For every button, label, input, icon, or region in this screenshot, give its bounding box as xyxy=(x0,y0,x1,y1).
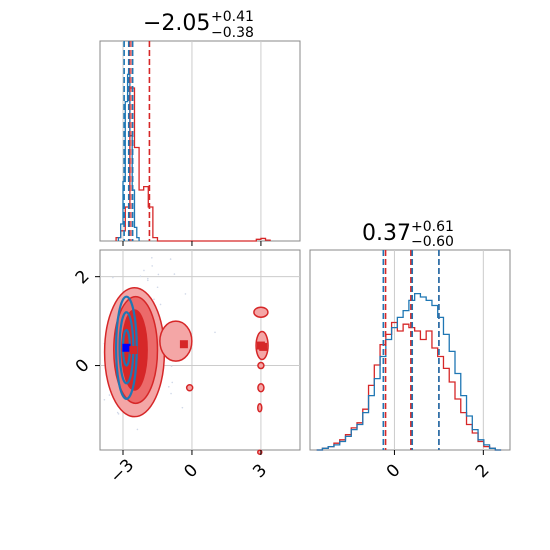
quantile-layer xyxy=(123,41,440,450)
title-y: 0.37 +0.61 −0.60 xyxy=(362,219,454,250)
scatter-point xyxy=(117,413,120,415)
title-y-sup: +0.61 xyxy=(411,219,454,235)
scatter-point xyxy=(157,273,160,276)
scatter-point xyxy=(170,365,173,367)
histogram-step xyxy=(316,292,502,451)
red-point-4 xyxy=(259,342,268,351)
histogram-step xyxy=(117,73,140,241)
scatter-point xyxy=(151,257,153,259)
red-contour-blob xyxy=(257,383,265,393)
scatter-point xyxy=(159,303,162,306)
scatter-point xyxy=(170,392,172,395)
title-x-main: −2.05 xyxy=(143,11,210,36)
x-tick-label: 3 xyxy=(249,460,271,482)
scatter-point xyxy=(214,331,216,334)
histogram-step xyxy=(115,87,271,242)
title-x-sup: +0.41 xyxy=(211,9,254,25)
red-contour-blob xyxy=(185,384,194,392)
red-contour-blob xyxy=(253,306,269,318)
scatter-point xyxy=(169,258,172,260)
scatter-point xyxy=(147,277,149,280)
title-x: −2.05 +0.41 −0.38 xyxy=(143,9,254,41)
red-point-2 xyxy=(179,340,188,349)
scatter-point xyxy=(108,394,111,396)
title-y-main: 0.37 xyxy=(362,221,411,246)
y-tick-label: 2 xyxy=(72,266,94,288)
red-point-1 xyxy=(129,346,138,354)
scatter-point xyxy=(168,386,170,388)
marginal-y-panel xyxy=(309,249,511,451)
scatter-point xyxy=(139,275,142,278)
scatter-point xyxy=(173,273,176,275)
scatter-point xyxy=(151,265,153,267)
scatter-point xyxy=(136,428,139,431)
red-contour-side xyxy=(159,320,193,362)
scatter-point xyxy=(171,381,174,384)
marginal-y-frame xyxy=(309,249,511,451)
scatter-point xyxy=(116,411,119,414)
x-tick-label: 0 xyxy=(180,460,202,482)
scatter-point xyxy=(181,406,184,409)
histogram-step xyxy=(316,321,502,451)
red-contour-blob xyxy=(257,361,265,370)
scatter-point xyxy=(103,398,106,401)
red-contour-blob xyxy=(257,403,263,413)
scatter-point xyxy=(156,286,159,289)
title-y-sub: −0.60 xyxy=(411,234,454,250)
y-tick-label: 0 xyxy=(72,355,94,377)
x-tick-label: −3 xyxy=(106,455,138,487)
title-x-sub: −0.38 xyxy=(211,25,254,41)
blue-point xyxy=(122,343,131,352)
scatter-point xyxy=(153,298,155,301)
scatter-point xyxy=(147,279,149,282)
scatter-point xyxy=(112,276,114,279)
x-tick-label-right: 0 xyxy=(383,460,405,482)
joint-layer xyxy=(103,257,269,455)
x-tick-label-right: 2 xyxy=(472,460,494,482)
scatter-point xyxy=(143,269,145,272)
scatter-point xyxy=(184,293,187,295)
histogram-layer xyxy=(115,73,502,451)
